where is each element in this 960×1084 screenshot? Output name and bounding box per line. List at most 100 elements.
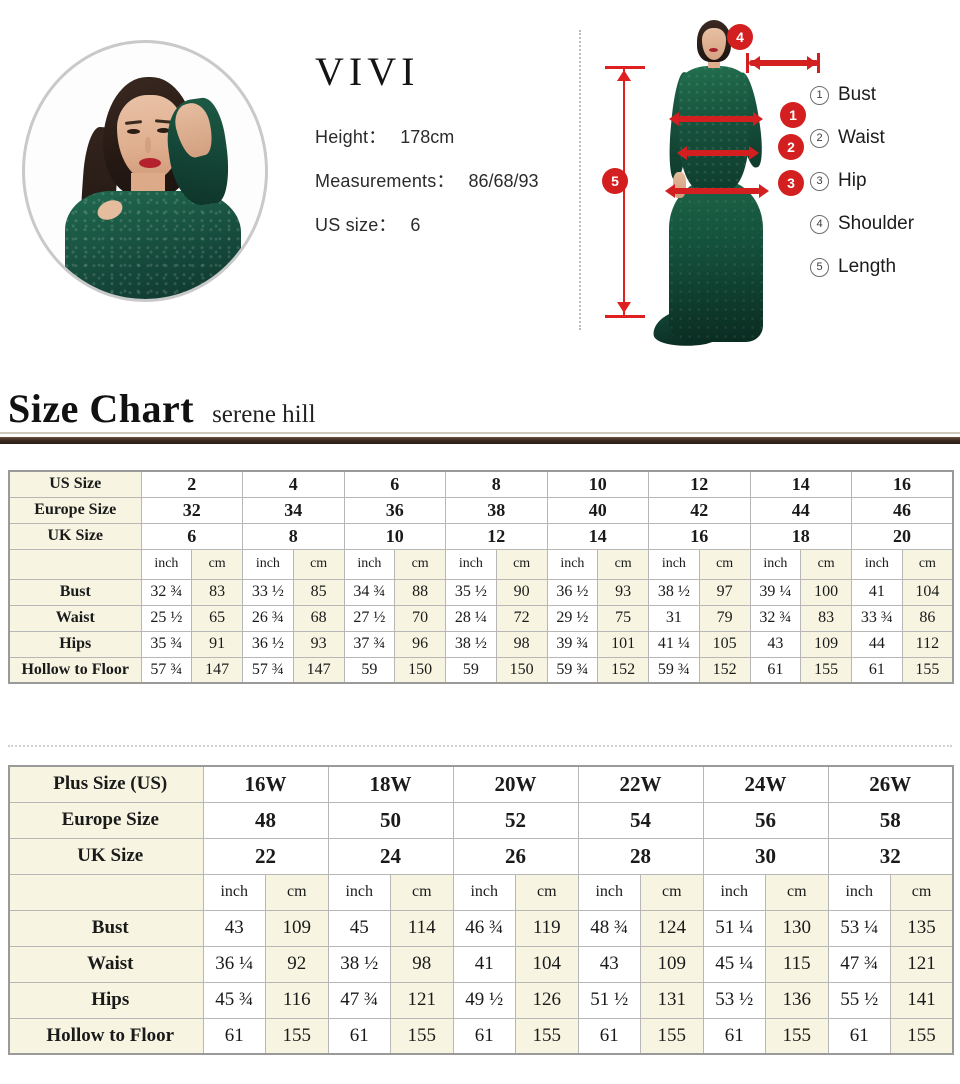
model-dress-green xyxy=(65,191,241,299)
legend-label-shoulder: Shoulder xyxy=(838,213,915,234)
model-eye-right xyxy=(157,128,170,133)
measure-cell-inch: 61 xyxy=(202,1017,266,1055)
table-row: Waist 36 ¼ 92 38 ½ 98 41 104 43 109 45 ¼ 115 47 ¾ 12… xyxy=(8,945,954,983)
measure-cell-cm: 97 xyxy=(698,578,751,606)
size-value-cell: 34 xyxy=(242,496,345,524)
measure-cell-cm: 131 xyxy=(640,981,704,1019)
measure-cell-inch: 61 xyxy=(749,656,802,684)
measure-cell-cm: 72 xyxy=(495,604,548,632)
model-info-section: VIVI Height： 178cm Measurements： 86/68/93 … xyxy=(0,0,960,370)
measure-cell-inch: 53 ½ xyxy=(702,981,766,1019)
measure-cell-cm: 91 xyxy=(191,630,243,658)
measure-cell-inch: 38 ½ xyxy=(327,945,391,983)
measure-cell-cm: 100 xyxy=(800,578,852,606)
model-name: VIVI xyxy=(315,49,420,94)
measure-cell-inch: 59 xyxy=(343,656,396,684)
legend-label-length: Length xyxy=(838,256,897,277)
unit-header-cm: cm xyxy=(800,548,852,580)
measure-cell-inch: 47 ¾ xyxy=(827,945,891,983)
legend-label-hip: Hip xyxy=(838,170,867,191)
marker-4-shoulder: 4 xyxy=(727,24,753,50)
table-row: Bust 32 ¾ 83 33 ½ 85 34 ¾ 88 35 ½ 90 36 ½ 93 38 ½ 97… xyxy=(8,578,954,606)
unit-header-cm: cm xyxy=(191,548,243,580)
measure-cell-inch: 55 ½ xyxy=(827,981,891,1019)
shoulder-end-left xyxy=(746,53,749,73)
bust-arrow-right-icon xyxy=(753,112,763,126)
legend-label-waist: Waist xyxy=(838,127,885,148)
measure-cell-cm: 93 xyxy=(292,630,345,658)
unit-row-blank-cell xyxy=(8,548,142,580)
legend-label-bust: Bust xyxy=(838,84,877,105)
marker-3-hip: 3 xyxy=(778,170,804,196)
model-portrait-image xyxy=(51,65,249,299)
table-row: Hips 45 ¾ 116 47 ¾ 121 49 ½ 126 51 ½ 131 53 ½ 136 5… xyxy=(8,981,954,1019)
legend-number-1-icon: 1 xyxy=(810,85,829,105)
length-arrow-tip-up-icon xyxy=(617,70,631,81)
measure-cell-inch: 33 ¾ xyxy=(851,604,903,632)
measurements-value: 86/68/93 xyxy=(468,171,539,191)
measurement-diagram: 1 2 3 xyxy=(575,6,825,358)
measure-cell-inch: 37 ¾ xyxy=(343,630,396,658)
unit-header-row: inch cm inch cm inch cm inch cm inch cm inch cm xyxy=(8,873,954,911)
unit-header-inch: inch xyxy=(851,548,903,580)
table-row: Hollow to Floor 61 155 61 155 61 155 61 155 61 155… xyxy=(8,1017,954,1055)
measure-cell-cm: 85 xyxy=(292,578,345,606)
size-value-cell: 12 xyxy=(445,522,548,550)
measure-cell-cm: 155 xyxy=(640,1017,704,1055)
shoulder-arrow-right-icon xyxy=(807,56,817,70)
measure-cell-inch: 26 ¾ xyxy=(242,604,294,632)
length-cap-bottom xyxy=(605,315,645,318)
unit-header-cm: cm xyxy=(698,548,751,580)
size-value-cell: 32 xyxy=(827,837,954,875)
size-value-cell: 14 xyxy=(546,522,649,550)
measure-cell-inch: 29 ½ xyxy=(546,604,599,632)
measure-cell-cm: 152 xyxy=(698,656,751,684)
measure-cell-cm: 121 xyxy=(390,981,454,1019)
row-header-hollow-to-floor: Hollow to Floor xyxy=(8,656,142,684)
size-value-cell: 56 xyxy=(702,801,829,839)
measure-cell-inch: 38 ½ xyxy=(648,578,700,606)
measure-cell-cm: 141 xyxy=(890,981,954,1019)
model-spec-us-size: US size： 6 xyxy=(315,216,615,234)
measure-cell-inch: 39 ¾ xyxy=(546,630,599,658)
model-figure-full-length: 1 2 3 xyxy=(647,20,820,350)
measure-cell-cm: 109 xyxy=(800,630,852,658)
bust-measure-band xyxy=(677,116,755,122)
measure-cell-cm: 83 xyxy=(191,578,243,606)
shoulder-measure-line xyxy=(749,60,819,66)
standard-size-table-wrapper: US Size 2 4 6 8 10 12 14 16 Europe Size 32 34 36 38 40… xyxy=(8,470,954,684)
size-value-cell: 28 xyxy=(577,837,704,875)
unit-header-inch: inch xyxy=(546,548,599,580)
measure-cell-cm: 115 xyxy=(765,945,829,983)
measure-cell-inch: 33 ½ xyxy=(242,578,294,606)
measurements-label: Measurements xyxy=(315,171,437,191)
measure-cell-cm: 92 xyxy=(265,945,329,983)
measure-cell-cm: 98 xyxy=(495,630,548,658)
bust-arrow-left-icon xyxy=(669,112,679,126)
measure-cell-inch: 61 xyxy=(327,1017,391,1055)
measure-cell-inch: 46 ¾ xyxy=(452,909,516,947)
header-rule-thin xyxy=(0,432,960,434)
waist-arrow-right-icon xyxy=(749,146,759,160)
size-value-cell: 26 xyxy=(452,837,579,875)
legend-item-shoulder: 4 Shoulder xyxy=(810,213,914,235)
model-eye-left xyxy=(127,129,140,134)
legend-number-2-icon: 2 xyxy=(810,128,829,148)
size-value-cell: 6 xyxy=(343,470,446,498)
height-separator: ： xyxy=(368,127,387,147)
measure-cell-cm: 147 xyxy=(191,656,243,684)
measure-cell-cm: 90 xyxy=(495,578,548,606)
size-value-cell: 44 xyxy=(749,496,852,524)
table-row: Europe Size 48 50 52 54 56 58 xyxy=(8,801,954,839)
measure-cell-inch: 34 ¾ xyxy=(343,578,396,606)
size-value-cell: 12 xyxy=(648,470,751,498)
dotted-reference-line xyxy=(579,30,581,330)
marker-1-bust: 1 xyxy=(780,102,806,128)
measure-cell-inch: 36 ½ xyxy=(242,630,294,658)
measure-cell-inch: 32 ¾ xyxy=(749,604,802,632)
figure-dress-skirt xyxy=(669,180,763,342)
legend-item-bust: 1 Bust xyxy=(810,84,914,106)
plus-size-table: Plus Size (US) 16W 18W 20W 22W 24W 26W Europe S… xyxy=(8,765,954,1055)
model-spec-measurements: Measurements： 86/68/93 xyxy=(315,172,615,190)
brand-name: serene hill xyxy=(212,401,316,428)
